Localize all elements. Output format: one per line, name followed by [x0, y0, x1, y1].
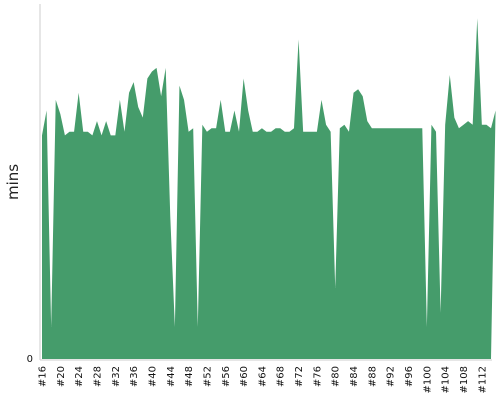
x-tick-label: #60: [239, 366, 250, 387]
x-tick-label: #40: [147, 366, 158, 387]
x-tick-label: #112: [477, 366, 488, 393]
y-tick-labels: 0: [27, 354, 33, 365]
series-area: [42, 18, 496, 359]
x-tick-label: #96: [404, 366, 415, 387]
x-tick-label: #16: [38, 366, 49, 387]
x-tick-label: #44: [166, 366, 177, 387]
x-tick-label: #24: [74, 366, 85, 387]
y-tick-label: 0: [27, 354, 33, 365]
plot-area: [42, 18, 496, 359]
x-tick-label: #20: [56, 366, 67, 387]
x-tick-label: #104: [441, 366, 452, 393]
x-tick-label: #64: [257, 366, 268, 387]
x-tick-label: #28: [92, 366, 103, 387]
x-tick-label: #52: [202, 366, 213, 387]
x-tick-label: #56: [221, 366, 232, 387]
x-tick-label: #68: [276, 366, 287, 387]
x-tick-label: #84: [349, 366, 360, 387]
x-tick-label: #92: [386, 366, 397, 387]
x-tick-label: #76: [312, 366, 323, 387]
x-tick-labels: #16 #20 #24 #28 #32 #36 #40 #44 #48 #52 #56 #60 #64 #…: [38, 366, 489, 393]
x-tick-label: #108: [459, 366, 470, 393]
x-tick-label: #32: [111, 366, 122, 387]
y-axis-label: mins: [4, 164, 22, 200]
x-tick-label: #80: [331, 366, 342, 387]
x-tick-label: #100: [422, 366, 433, 393]
x-tick-label: #36: [129, 366, 140, 387]
x-tick-label: #88: [367, 366, 378, 387]
x-tick-label: #72: [294, 366, 305, 387]
x-tick-label: #48: [184, 366, 195, 387]
